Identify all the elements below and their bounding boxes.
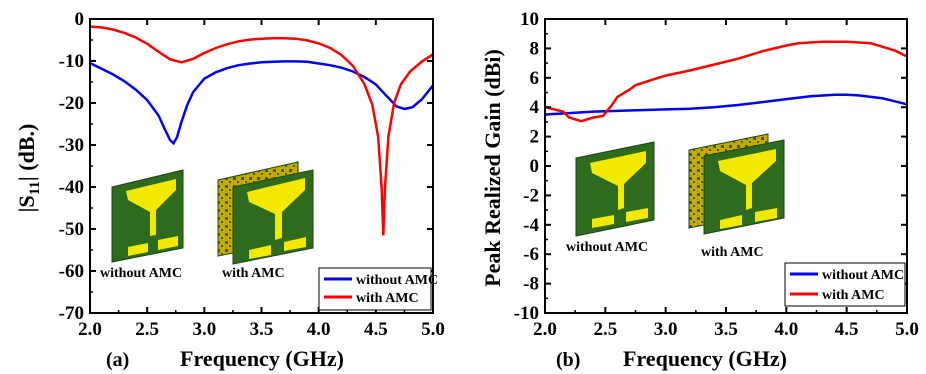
y-tick-label: 2 <box>530 127 540 148</box>
y-tick-label: -20 <box>59 93 84 114</box>
antenna-with-amc-image <box>688 133 785 235</box>
panel-a-s11-plot: without AMC with AMC 2.0 2.5 3.0 3.5 4.0 4.5 5… <box>14 9 445 371</box>
series-line-with-amc <box>89 25 434 236</box>
axes: 2.0 2.5 3.0 3.5 4.0 4.5 5.0 -10 -8 -6 -4 -2 0 2 4 6 8 10 <box>514 9 919 340</box>
y-tick-label: 8 <box>530 38 540 59</box>
x-tick-label: 3.0 <box>192 319 216 340</box>
legend: without AMC with AMC <box>784 262 906 307</box>
inset-label-with-amc: with AMC <box>701 245 764 260</box>
series-line-without-amc <box>89 60 434 146</box>
x-tick-label: 3.5 <box>250 319 274 340</box>
y-tick-label: 6 <box>530 68 540 89</box>
axes: 2.0 2.5 3.0 3.5 4.0 4.5 5.0 -70 -60 -50 -40 -30 -20 -… <box>59 9 445 340</box>
inset-antenna-images: without AMC with AMC <box>566 133 785 260</box>
y-tick-label: -40 <box>59 177 84 198</box>
y-tick-label: 10 <box>520 9 539 30</box>
y-tick-label: -4 <box>523 215 539 236</box>
series-line-with-amc <box>544 40 908 123</box>
x-tick-label: 3.5 <box>714 319 738 340</box>
series-line-without-amc <box>544 93 908 116</box>
y-tick-label: -60 <box>59 261 84 282</box>
x-tick-label: 4.0 <box>774 319 798 340</box>
legend-label-with-amc: with AMC <box>356 291 419 306</box>
y-tick-label: -10 <box>514 303 539 324</box>
legend-label-without-amc: without AMC <box>822 268 904 283</box>
y-tick-label: 4 <box>530 97 540 118</box>
x-tick-label: 4.0 <box>307 319 331 340</box>
series-lines <box>89 25 434 236</box>
panel-label-a: (a) <box>106 349 129 371</box>
y-tick-label: -70 <box>59 303 84 324</box>
y-tick-label: -50 <box>59 219 84 240</box>
x-axis-label: Frequency (GHz) <box>623 346 787 371</box>
panel-b-gain-plot: without AMC with AMC 2.0 2.5 3.0 3.5 4.0 4.5 5… <box>480 9 919 371</box>
x-tick-label: 4.5 <box>364 319 388 340</box>
inset-antenna-images: without AMC with AMC <box>100 161 314 281</box>
y-tick-label: -8 <box>523 274 539 295</box>
panel-label-b: (b) <box>556 349 580 371</box>
y-tick-label: 0 <box>530 156 540 177</box>
legend-box <box>784 262 906 307</box>
y-tick-label: -6 <box>523 244 539 265</box>
antenna-without-amc-image <box>111 169 184 263</box>
y-tick-label: 0 <box>75 9 85 30</box>
antenna-with-amc-image <box>217 161 314 265</box>
legend-label-with-amc: with AMC <box>822 288 885 303</box>
x-tick-label: 4.5 <box>835 319 859 340</box>
series-lines <box>544 40 908 123</box>
y-tick-label: -30 <box>59 135 84 156</box>
legend-label-without-amc: without AMC <box>356 273 438 288</box>
x-tick-label: 2.0 <box>533 319 557 340</box>
inset-label-without-amc: without AMC <box>566 240 648 255</box>
x-axis-label: Frequency (GHz) <box>180 346 344 371</box>
inset-label-with-amc: with AMC <box>222 266 285 281</box>
antenna-without-amc-image <box>575 141 655 237</box>
x-tick-label: 2.5 <box>593 319 617 340</box>
y-tick-label: -2 <box>523 185 539 206</box>
x-tick-label: 5.0 <box>421 319 445 340</box>
inset-label-without-amc: without AMC <box>100 266 182 281</box>
x-tick-label: 2.5 <box>135 319 159 340</box>
legend-box <box>318 267 432 311</box>
legend: without AMC with AMC <box>318 267 438 311</box>
x-tick-label: 3.0 <box>654 319 678 340</box>
x-tick-label: 2.0 <box>78 319 102 340</box>
y-axis-label: |S11| (dB.) <box>14 124 43 213</box>
x-tick-label: 5.0 <box>895 319 919 340</box>
y-tick-label: -10 <box>59 51 84 72</box>
y-axis-label: Peak Realized Gain (dBi) <box>480 49 505 287</box>
